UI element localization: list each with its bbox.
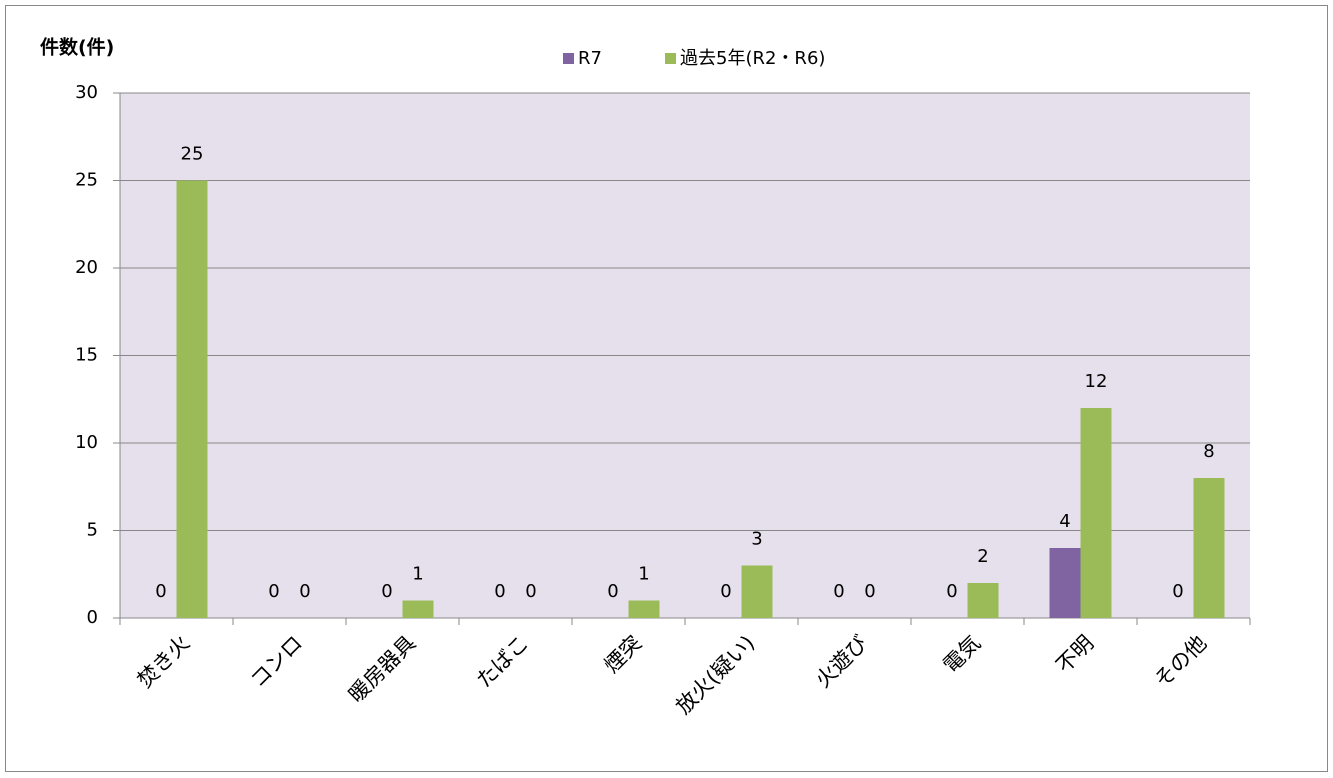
data-label: 0 [525,581,536,602]
data-label: 1 [412,564,423,585]
data-label: 4 [1059,511,1070,532]
data-label: 0 [720,581,731,602]
bar [1080,408,1112,618]
legend-label: R7 [578,48,602,69]
y-axis-label: 件数(件) [40,36,114,59]
data-label: 25 [181,144,204,165]
data-label: 0 [607,581,618,602]
data-label: 0 [299,581,310,602]
data-label: 0 [494,581,505,602]
data-label: 0 [833,581,844,602]
legend-swatch [563,53,574,64]
legend-swatch [665,53,676,64]
data-label: 0 [864,581,875,602]
y-tick-label: 30 [75,82,98,103]
y-tick-label: 20 [75,257,98,278]
data-label: 0 [268,581,279,602]
y-tick-label: 10 [75,432,98,453]
data-label: 3 [751,529,762,550]
bar [176,180,208,618]
data-label: 12 [1085,371,1108,392]
data-label: 8 [1203,441,1214,462]
data-label: 0 [381,581,392,602]
data-label: 1 [638,564,649,585]
data-label: 0 [946,581,957,602]
y-tick-label: 5 [87,520,98,541]
data-label: 0 [1172,581,1183,602]
y-tick-label: 25 [75,170,98,191]
bar [402,600,434,618]
bar [1193,478,1225,618]
bar [1049,548,1081,618]
data-label: 2 [977,546,988,567]
data-label: 0 [155,581,166,602]
bar [967,583,999,618]
bar [628,600,660,618]
y-tick-label: 0 [87,607,98,628]
y-tick-label: 15 [75,345,98,366]
bar [741,565,773,618]
legend-label: 過去5年(R2・R6) [680,48,825,69]
